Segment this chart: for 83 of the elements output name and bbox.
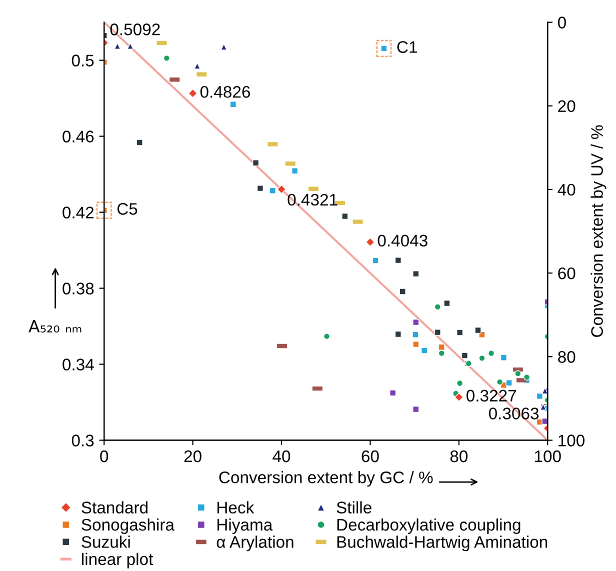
- x-tick-label: 20: [184, 450, 202, 462]
- y-tick-label: 0.46: [62, 130, 94, 142]
- point: [542, 418, 548, 425]
- data-label: 0.5092: [110, 24, 160, 36]
- y2-tick-label: 80: [558, 351, 576, 363]
- y-axis-title: A₅₂₀ ₙₘ: [28, 320, 82, 332]
- data-label: 0.3063: [488, 408, 539, 420]
- point: [454, 392, 464, 402]
- legend-label: Suzuki: [82, 536, 130, 548]
- point: [412, 318, 420, 326]
- x-tick-label: 60: [362, 450, 379, 462]
- data-label: 0.4321: [288, 194, 338, 206]
- point: [372, 257, 379, 264]
- legend-label: Stille: [336, 501, 372, 514]
- point: [438, 344, 445, 350]
- point: [434, 329, 441, 336]
- y2-tick-label: 40: [558, 184, 576, 196]
- legend-label: Sonogashira: [82, 518, 174, 534]
- x-tick-label: 80: [450, 450, 468, 462]
- point: [194, 62, 201, 70]
- x-axis-title: Conversion extent by GC / %: [219, 471, 433, 487]
- point: [252, 160, 260, 166]
- y-tick-label: 0.5: [72, 54, 94, 66]
- point: [488, 350, 495, 357]
- legend-label: α Arylation: [216, 536, 294, 552]
- point: [434, 304, 441, 310]
- data-label: 0.3227: [466, 390, 516, 402]
- point: [412, 331, 419, 338]
- y-tick-label: 0.38: [62, 282, 94, 294]
- point: [230, 101, 236, 108]
- y2-axis-title: Conversion extent by UV / %: [590, 125, 606, 337]
- point: [496, 378, 504, 386]
- point: [444, 300, 450, 307]
- data-label: 0.4043: [378, 234, 428, 247]
- point: [421, 347, 428, 354]
- y-tick-label: 0.42: [62, 206, 94, 218]
- point: [220, 44, 228, 50]
- point: [323, 333, 330, 340]
- x-tick-label: 40: [272, 450, 290, 462]
- point: [292, 168, 298, 174]
- legend-label: Buchwald-Hartwig Amination: [337, 536, 548, 552]
- point: [276, 184, 286, 194]
- point: [394, 257, 402, 264]
- x-tick-label: 0: [100, 450, 108, 462]
- legend-label: Heck: [218, 501, 254, 514]
- point: [474, 326, 482, 334]
- point: [500, 354, 508, 361]
- point: [342, 212, 348, 220]
- point: [394, 330, 402, 338]
- point: [412, 341, 420, 348]
- legend-label: linear plot: [82, 552, 154, 568]
- point: [412, 270, 420, 278]
- y2-tick-label: 20: [558, 100, 576, 112]
- y2-tick-label: 0: [558, 16, 566, 28]
- point: [390, 390, 396, 396]
- point: [506, 380, 512, 386]
- y-tick-label: 0.3: [72, 434, 94, 446]
- legend-label: Standard: [82, 501, 148, 514]
- point: [478, 354, 486, 362]
- point: [523, 374, 530, 380]
- y2-tick-label: 100: [558, 434, 584, 446]
- point: [456, 380, 464, 387]
- legend-label: Hiyama: [218, 518, 273, 534]
- point: [136, 139, 143, 146]
- point: [188, 88, 198, 98]
- point: [514, 370, 522, 377]
- point: [256, 185, 264, 192]
- y-tick-label: 0.34: [62, 358, 94, 370]
- x-tick-label: 100: [534, 450, 561, 462]
- point: [456, 329, 464, 336]
- legend-label: Decarboxylative coupling: [337, 518, 520, 534]
- y2-tick-label: 60: [558, 267, 576, 280]
- point: [399, 288, 406, 295]
- point: [438, 350, 445, 357]
- point: [536, 392, 543, 400]
- point: [366, 238, 375, 247]
- annotation: C5: [117, 203, 138, 215]
- annotation: C1: [397, 41, 417, 53]
- data-label: 0.4826: [200, 86, 250, 98]
- point: [269, 187, 276, 194]
- point: [461, 352, 468, 359]
- point: [412, 406, 420, 413]
- point: [163, 54, 170, 62]
